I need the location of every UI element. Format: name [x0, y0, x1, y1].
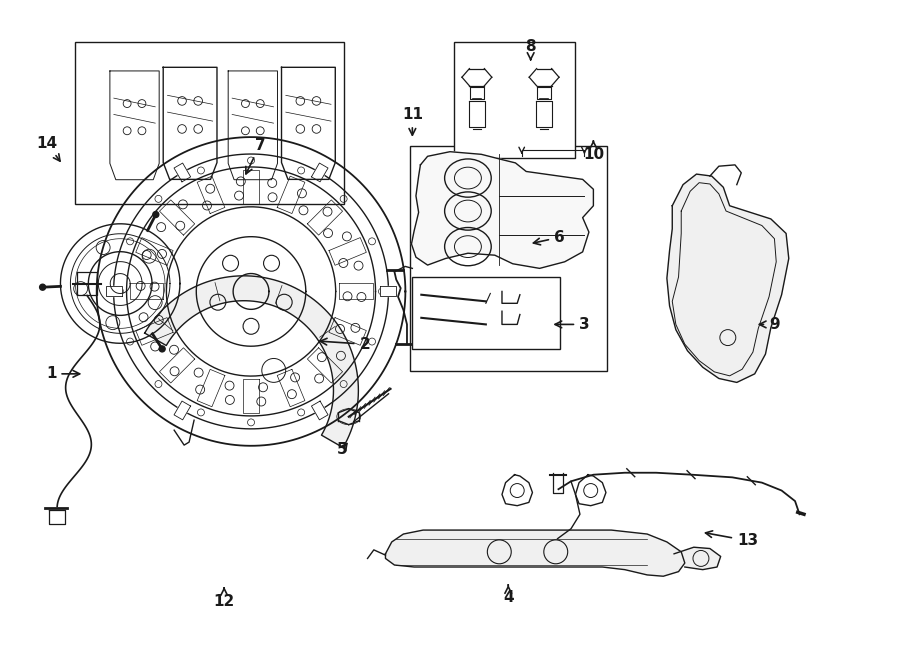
- Bar: [412, 277, 560, 350]
- Polygon shape: [145, 276, 358, 448]
- Circle shape: [40, 284, 46, 290]
- Bar: [454, 42, 575, 158]
- Text: 1: 1: [46, 366, 80, 381]
- Polygon shape: [381, 287, 396, 297]
- Text: 12: 12: [213, 588, 235, 609]
- Polygon shape: [667, 174, 788, 383]
- Text: 8: 8: [526, 38, 536, 60]
- Text: 2: 2: [320, 337, 370, 352]
- Text: 5: 5: [338, 442, 347, 457]
- Polygon shape: [311, 163, 328, 182]
- Polygon shape: [311, 401, 328, 420]
- Text: 13: 13: [706, 531, 758, 548]
- Polygon shape: [385, 530, 685, 576]
- Text: 11: 11: [402, 107, 423, 135]
- Text: 3: 3: [555, 317, 590, 332]
- Polygon shape: [174, 401, 191, 420]
- Circle shape: [153, 212, 158, 218]
- Bar: [76, 42, 344, 204]
- Circle shape: [159, 346, 165, 352]
- Polygon shape: [411, 152, 593, 268]
- Text: 14: 14: [36, 136, 60, 161]
- Text: 10: 10: [583, 141, 604, 162]
- Polygon shape: [174, 163, 191, 182]
- Bar: [410, 146, 607, 371]
- Text: 7: 7: [246, 138, 266, 174]
- Polygon shape: [674, 547, 721, 569]
- Polygon shape: [105, 287, 122, 297]
- Text: 9: 9: [760, 317, 779, 332]
- Text: 6: 6: [534, 230, 564, 245]
- Text: 4: 4: [503, 585, 514, 606]
